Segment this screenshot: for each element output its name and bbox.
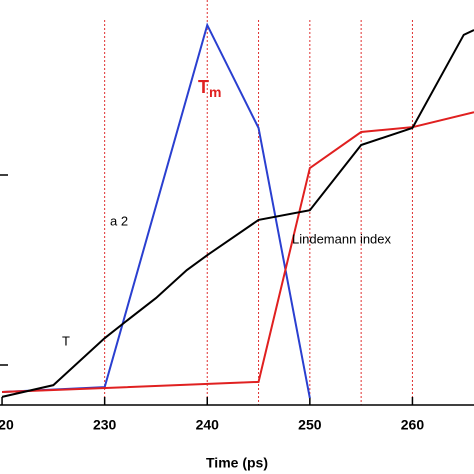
series-label: a 2: [110, 213, 128, 228]
x-tick-label: 250: [298, 417, 322, 433]
series-label: Lindemann index: [292, 231, 392, 246]
series-label: T: [62, 333, 70, 348]
series-line: [2, 111, 474, 394]
x-tick-label: 220: [0, 417, 14, 433]
annotation-text: T: [198, 77, 209, 97]
series-line: [1, 29, 474, 398]
series-line: [2, 22, 311, 399]
annotation: Tm: [198, 77, 221, 100]
x-tick-label: 260: [401, 417, 425, 433]
annotation-subscript: m: [209, 84, 221, 100]
x-axis-label: Time (ps): [206, 455, 268, 471]
x-tick-label: 230: [93, 417, 117, 433]
x-tick-label: 240: [196, 417, 220, 433]
